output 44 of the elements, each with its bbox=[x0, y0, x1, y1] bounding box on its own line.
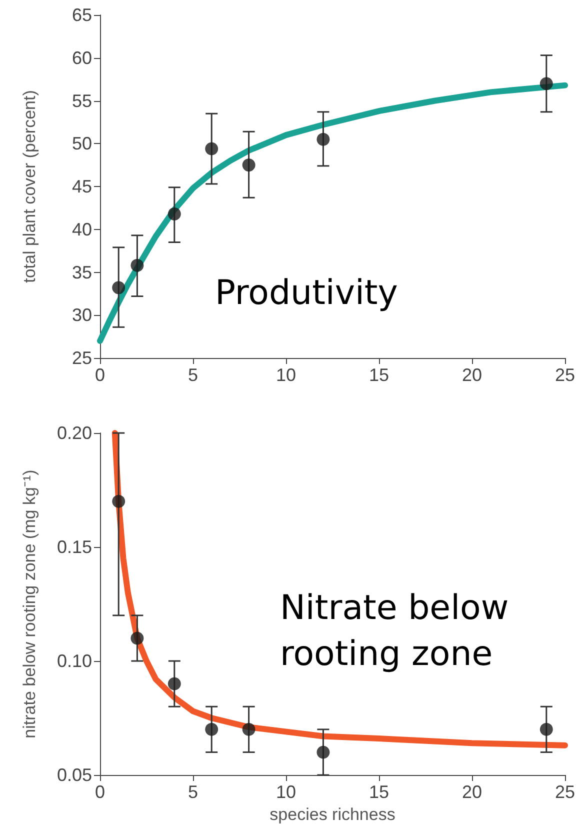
y-tick-label: 40 bbox=[72, 219, 92, 240]
y-tick-label: 0.20 bbox=[56, 423, 92, 443]
y-tick-label: 30 bbox=[72, 305, 92, 326]
point bbox=[540, 722, 553, 736]
x-tick-label: 25 bbox=[554, 782, 576, 802]
x-tick-label: 20 bbox=[462, 365, 482, 385]
y-tick-label: 60 bbox=[72, 48, 92, 68]
x-tick-label: 0 bbox=[94, 365, 106, 385]
x-tick-label: 15 bbox=[368, 782, 390, 802]
x-tick-label: 10 bbox=[276, 782, 296, 802]
point bbox=[316, 132, 330, 146]
x-tick-label: 25 bbox=[554, 365, 576, 385]
x-axis-title: species richness bbox=[270, 804, 396, 824]
point bbox=[112, 494, 126, 508]
x-tick-label: 0 bbox=[94, 782, 106, 802]
point bbox=[130, 258, 144, 272]
y-tick-label: 55 bbox=[72, 90, 92, 111]
y-tick-label: 45 bbox=[72, 176, 92, 196]
y-tick-label: 35 bbox=[72, 262, 92, 282]
annotation: Produtivity bbox=[215, 273, 398, 313]
y-tick-label: 25 bbox=[72, 348, 92, 368]
point bbox=[168, 677, 181, 690]
y-tick-label: 0.05 bbox=[56, 765, 92, 785]
point bbox=[540, 77, 553, 90]
point bbox=[168, 207, 181, 220]
point bbox=[205, 722, 218, 736]
x-tick-label: 15 bbox=[368, 365, 390, 385]
point bbox=[205, 142, 218, 156]
point bbox=[242, 158, 256, 172]
point bbox=[242, 722, 256, 736]
x-tick-label: 5 bbox=[188, 782, 198, 802]
point bbox=[112, 281, 126, 294]
y-axis-title: total plant cover (percent) bbox=[20, 90, 39, 283]
y-tick-label: 0.15 bbox=[56, 537, 92, 557]
y-axis-title: nitrate below rooting zone (mg kg⁻¹) bbox=[20, 470, 39, 738]
point bbox=[130, 632, 144, 645]
x-tick-label: 10 bbox=[276, 365, 296, 385]
x-tick-label: 5 bbox=[188, 365, 198, 385]
annotation: Nitrate below rooting zone bbox=[280, 588, 520, 674]
x-tick-label: 20 bbox=[462, 782, 482, 802]
y-tick-label: 0.10 bbox=[56, 651, 92, 671]
point bbox=[316, 746, 330, 759]
y-tick-label: 50 bbox=[72, 134, 92, 154]
y-tick-label: 65 bbox=[72, 5, 92, 25]
